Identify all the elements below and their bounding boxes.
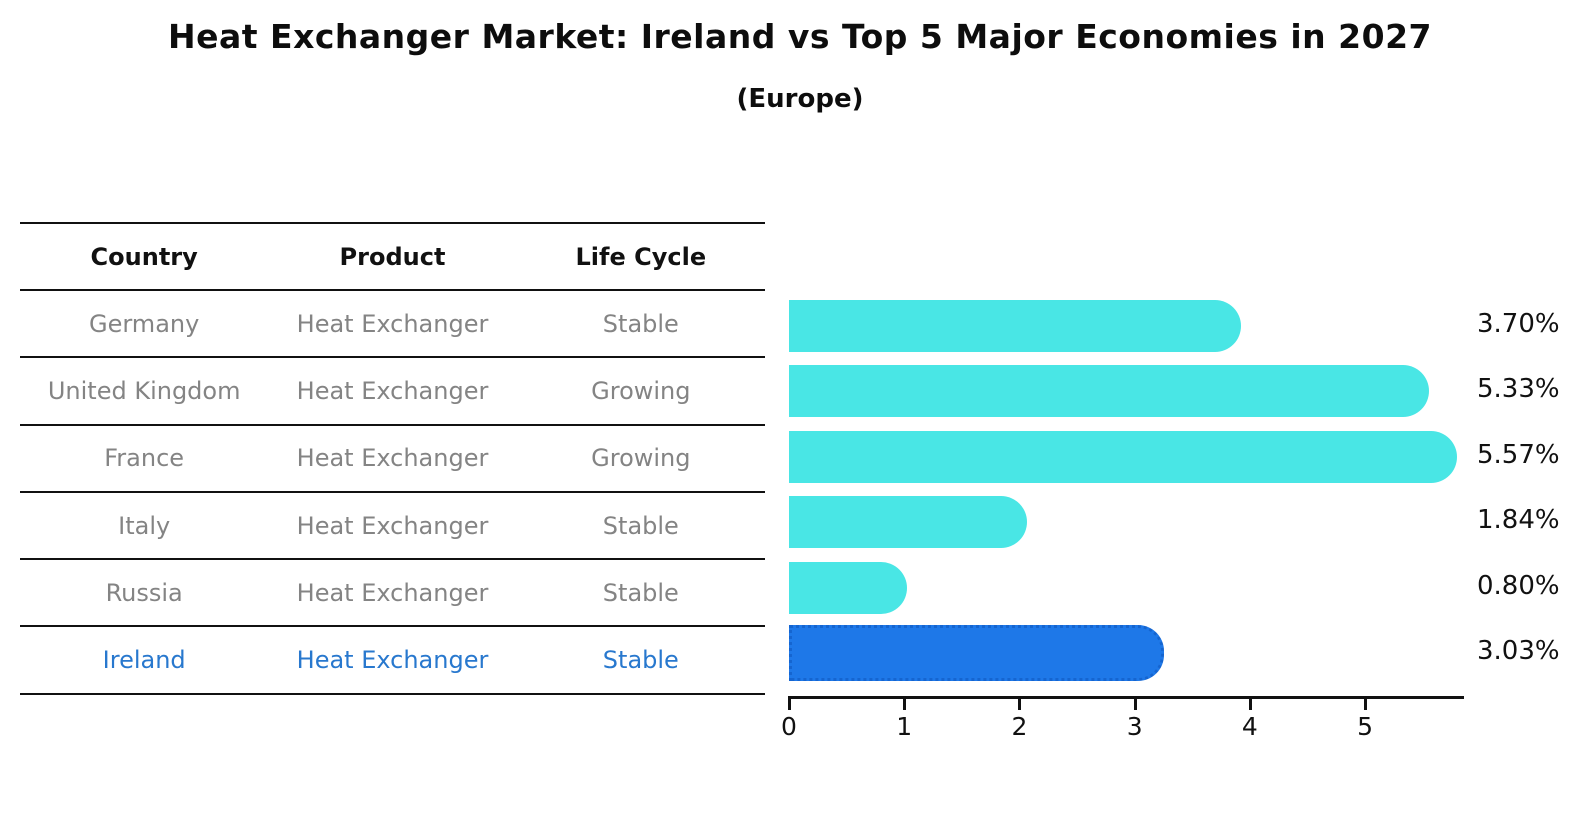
x-axis-tick-label-3: 3 [1126, 712, 1143, 741]
bar-russia [789, 561, 907, 614]
cell-life-cycle: Stable [602, 511, 679, 540]
cell-life-cycle: Stable [602, 578, 679, 607]
x-axis-tick-label-4: 4 [1241, 712, 1258, 741]
bar-ireland [789, 625, 1164, 681]
cell-life-cycle: Stable [602, 646, 679, 675]
cell-country: United Kingdom [47, 376, 241, 405]
table-header-row: Country Product Life Cycle [20, 224, 765, 291]
x-axis-tick-4 [1248, 698, 1252, 710]
x-axis-tick-label-0: 0 [781, 712, 797, 741]
cell-country: Russia [105, 578, 183, 607]
table-row-russia: Russia Heat Exchanger Stable [20, 560, 765, 628]
x-axis-tick-2 [1018, 698, 1022, 710]
cell-product: Heat Exchanger [296, 376, 489, 405]
value-label-italy: 1.84% [1477, 505, 1560, 536]
value-label-germany: 3.70% [1477, 309, 1560, 339]
cell-product: Heat Exchanger [296, 444, 489, 473]
column-header-country: Country [90, 242, 198, 271]
cell-product: Heat Exchanger [296, 646, 489, 675]
x-axis-line [788, 696, 1464, 699]
x-axis-tick-label-5: 5 [1357, 712, 1374, 741]
chart-title: Heat Exchanger Market: Ireland vs Top 5 … [168, 17, 1432, 56]
cell-country: Germany [89, 309, 200, 338]
x-axis-tick-3 [1133, 698, 1137, 710]
cell-life-cycle: Growing [591, 376, 691, 405]
table-row-germany: Germany Heat Exchanger Stable [20, 291, 765, 359]
bar-france [789, 430, 1457, 483]
table-row-italy: Italy Heat Exchanger Stable [20, 493, 765, 561]
cell-country: Italy [118, 511, 171, 540]
cell-country: Ireland [102, 646, 186, 675]
cell-product: Heat Exchanger [296, 578, 489, 607]
column-header-life-cycle: Life Cycle [575, 242, 707, 271]
chart-subtitle: (Europe) [736, 84, 864, 114]
value-label-russia: 0.80% [1477, 570, 1560, 601]
x-axis-tick-label-2: 2 [1011, 712, 1028, 741]
value-label-france: 5.57% [1477, 439, 1560, 470]
x-axis-tick-0 [788, 698, 791, 710]
table-row-united-kingdom: United Kingdom Heat Exchanger Growing [20, 358, 765, 426]
column-header-product: Product [339, 242, 446, 271]
cell-country: France [104, 444, 185, 473]
table-row-ireland: Ireland Heat Exchanger Stable [20, 627, 765, 695]
value-label-united-kingdom: 5.33% [1477, 374, 1560, 405]
bar-united-kingdom [789, 365, 1429, 418]
x-axis-tick-1 [903, 698, 907, 710]
bar-italy [789, 496, 1027, 549]
cell-product: Heat Exchanger [296, 309, 489, 338]
country-table: Country Product Life Cycle Germany Heat E… [20, 222, 765, 695]
cell-life-cycle: Growing [591, 444, 691, 473]
x-axis-tick-label-1: 1 [896, 712, 913, 741]
table-row-france: France Heat Exchanger Growing [20, 426, 765, 493]
x-axis-tick-5 [1364, 698, 1368, 710]
cell-product: Heat Exchanger [296, 511, 489, 540]
value-label-ireland: 3.03% [1477, 636, 1560, 666]
table-body: Germany Heat Exchanger Stable United Kingdo… [20, 291, 765, 695]
bar-germany [789, 300, 1241, 352]
cell-life-cycle: Stable [602, 309, 679, 338]
